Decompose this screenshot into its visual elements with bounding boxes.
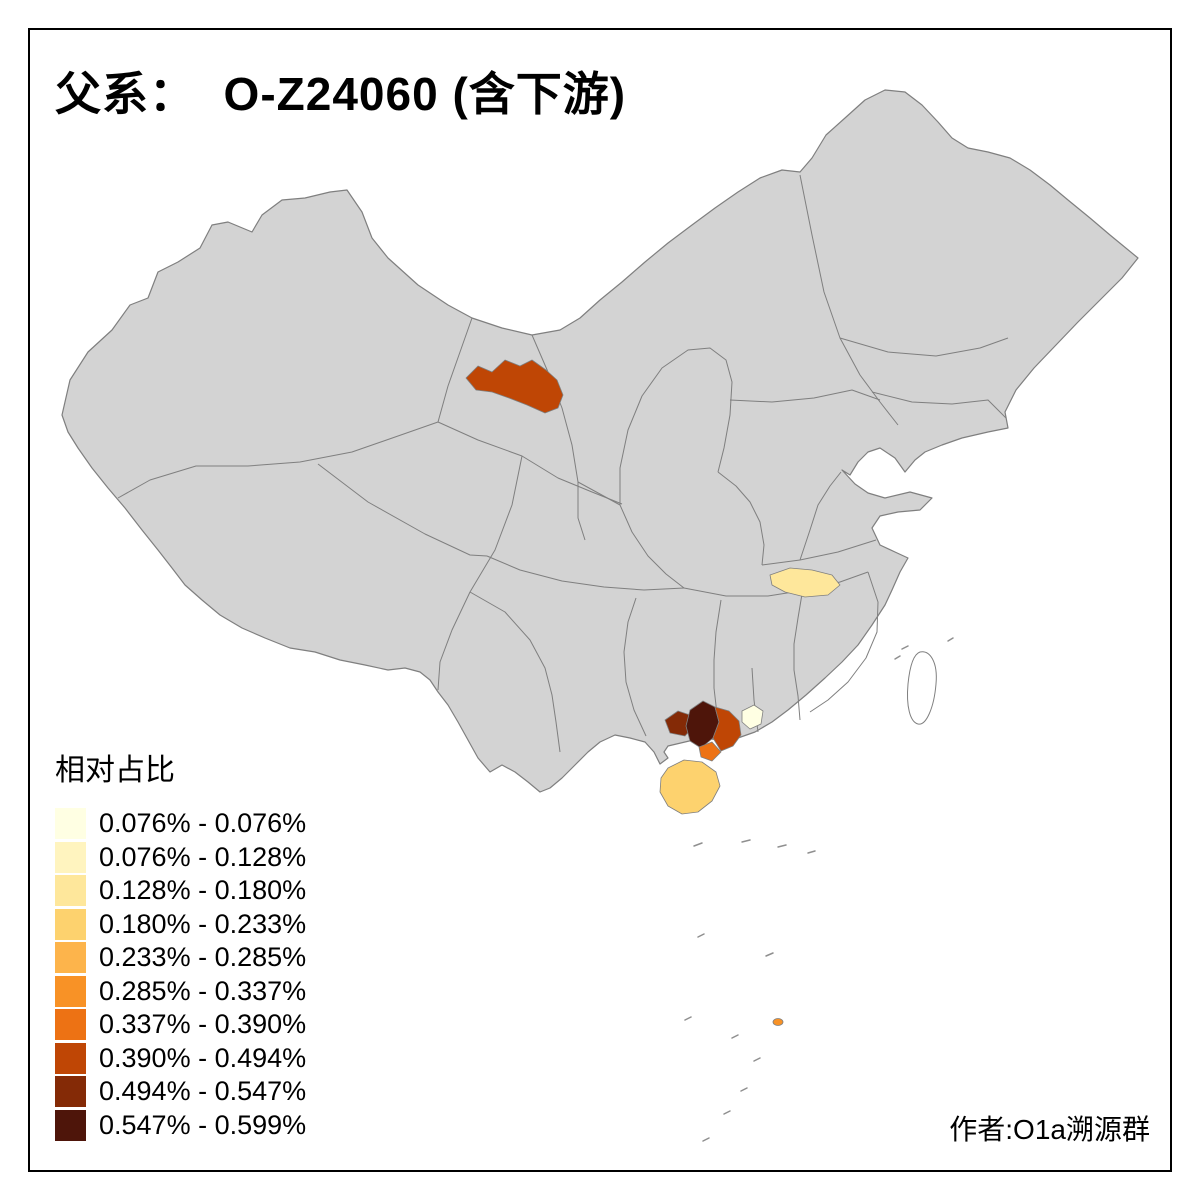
- islet: [740, 1087, 748, 1092]
- islet: [777, 844, 787, 848]
- taiwan-island: [907, 651, 937, 725]
- islet: [723, 1110, 731, 1115]
- legend-label: 0.285% - 0.337%: [99, 975, 307, 1006]
- legend-row: 0.128% - 0.180%: [55, 874, 306, 908]
- legend-swatch: [55, 841, 86, 873]
- islet: [741, 839, 751, 843]
- islet: [947, 637, 954, 642]
- map-legend: 相对占比 0.076% - 0.076% 0.076% - 0.128% 0.128…: [55, 745, 306, 1142]
- legend-row: 0.494% - 0.547%: [55, 1075, 306, 1109]
- legend-swatch: [55, 975, 86, 1007]
- legend-label: 0.076% - 0.076%: [99, 808, 307, 839]
- legend-label: 0.494% - 0.547%: [99, 1076, 307, 1107]
- legend-swatch: [55, 1076, 86, 1108]
- legend-label: 0.180% - 0.233%: [99, 908, 307, 939]
- legend-label: 0.390% - 0.494%: [99, 1042, 307, 1073]
- south-china-sea-islets: [684, 637, 954, 1142]
- islet: [753, 1057, 761, 1062]
- legend-swatch: [55, 1109, 86, 1141]
- legend-row: 0.390% - 0.494%: [55, 1042, 306, 1076]
- legend-swatch: [55, 908, 86, 940]
- legend-row: 0.180% - 0.233%: [55, 908, 306, 942]
- region-hainan: [659, 759, 721, 815]
- legend-label: 0.547% - 0.599%: [99, 1109, 307, 1140]
- legend-rows: 0.076% - 0.076% 0.076% - 0.128% 0.128% - 0…: [55, 807, 306, 1142]
- legend-label: 0.128% - 0.180%: [99, 875, 307, 906]
- legend-title: 相对占比: [55, 754, 175, 787]
- islet: [702, 1137, 710, 1142]
- islet: [693, 842, 703, 847]
- islet: [697, 933, 705, 938]
- islet: [731, 1034, 739, 1039]
- islet: [765, 952, 774, 957]
- legend-label: 0.233% - 0.285%: [99, 942, 307, 973]
- page-title: 父系： O-Z24060 (含下游): [55, 68, 627, 120]
- legend-label: 0.076% - 0.128%: [99, 841, 307, 872]
- region-hexi-corridor-gansu: [465, 359, 564, 414]
- legend-row: 0.547% - 0.599%: [55, 1109, 306, 1143]
- islet: [894, 655, 901, 660]
- legend-swatch: [55, 875, 86, 907]
- legend-row: 0.076% - 0.076%: [55, 807, 306, 841]
- legend-swatch: [55, 808, 86, 840]
- province-boundaries: [117, 174, 1009, 753]
- islet: [901, 645, 909, 650]
- legend-label: 0.337% - 0.390%: [99, 1009, 307, 1040]
- region-west-guangdong: [741, 704, 764, 730]
- legend-swatch: [55, 1042, 86, 1074]
- legend-swatch: [55, 942, 86, 974]
- region-west-hubei: [769, 567, 841, 598]
- colored-regions: [465, 359, 841, 1026]
- legend-row: 0.337% - 0.390%: [55, 1008, 306, 1042]
- figure-frame: [28, 28, 1172, 1172]
- china-mainland: [61, 89, 1139, 793]
- legend-swatch: [55, 1009, 86, 1041]
- legend-row: 0.233% - 0.285%: [55, 941, 306, 975]
- region-guangxi-east: [712, 706, 742, 752]
- legend-row: 0.285% - 0.337%: [55, 975, 306, 1009]
- islet: [684, 1016, 692, 1021]
- region-south-china-sea-island: [772, 1018, 784, 1026]
- islet: [807, 850, 816, 854]
- author-credit: 作者:O1a溯源群: [949, 1114, 1150, 1145]
- legend-row: 0.076% - 0.128%: [55, 841, 306, 875]
- region-leizhou: [698, 741, 722, 762]
